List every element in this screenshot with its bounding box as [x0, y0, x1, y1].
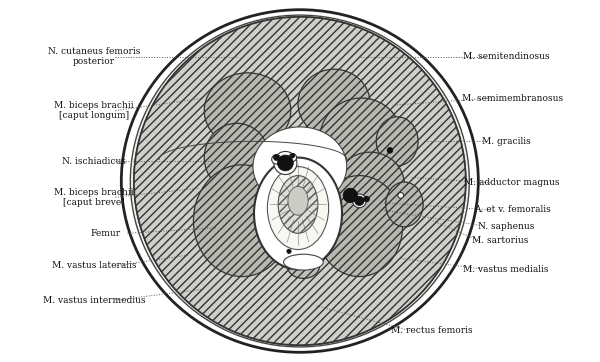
Ellipse shape — [316, 176, 403, 277]
Text: M. rectus femoris: M. rectus femoris — [391, 326, 472, 335]
Circle shape — [387, 147, 393, 153]
Ellipse shape — [134, 17, 466, 345]
Circle shape — [272, 155, 281, 164]
Text: N. saphenus: N. saphenus — [478, 222, 535, 231]
Circle shape — [398, 193, 404, 198]
Ellipse shape — [284, 254, 323, 270]
Circle shape — [352, 194, 366, 208]
Ellipse shape — [278, 176, 318, 233]
Circle shape — [277, 155, 293, 171]
Circle shape — [343, 188, 358, 203]
Text: M. vastus lateralis: M. vastus lateralis — [52, 261, 136, 270]
Text: M. vastus medialis: M. vastus medialis — [463, 265, 549, 274]
Text: M. sartorius: M. sartorius — [472, 236, 529, 245]
Ellipse shape — [287, 253, 320, 278]
Ellipse shape — [320, 98, 403, 181]
Text: M. semimembranosus: M. semimembranosus — [461, 93, 563, 102]
Text: M. semitendinosus: M. semitendinosus — [463, 52, 550, 61]
Polygon shape — [134, 17, 466, 345]
Text: A. et v. femoralis: A. et v. femoralis — [474, 205, 550, 214]
Text: M. vastus intermedius: M. vastus intermedius — [43, 295, 145, 304]
Text: N. ischiadicus: N. ischiadicus — [62, 157, 126, 166]
Ellipse shape — [386, 182, 423, 227]
Ellipse shape — [288, 186, 308, 215]
Text: M. adductor magnus: M. adductor magnus — [464, 178, 560, 187]
Circle shape — [274, 155, 279, 160]
Text: Femur: Femur — [91, 229, 121, 238]
Ellipse shape — [268, 167, 329, 249]
Text: M. biceps brachii
[caput breve]: M. biceps brachii [caput breve] — [54, 188, 134, 207]
Ellipse shape — [376, 117, 418, 166]
Text: M. biceps brachii
[caput longum]: M. biceps brachii [caput longum] — [54, 101, 134, 121]
Ellipse shape — [254, 157, 342, 269]
Ellipse shape — [253, 127, 347, 206]
Text: N. cutaneus femoris
posterior: N. cutaneus femoris posterior — [47, 47, 140, 66]
Circle shape — [274, 151, 297, 174]
Ellipse shape — [193, 165, 291, 277]
Ellipse shape — [336, 152, 404, 217]
Ellipse shape — [269, 185, 331, 239]
Circle shape — [355, 196, 364, 206]
Circle shape — [287, 249, 291, 253]
Ellipse shape — [298, 69, 370, 138]
Circle shape — [289, 153, 296, 161]
Ellipse shape — [121, 10, 478, 352]
Ellipse shape — [204, 123, 269, 192]
Circle shape — [364, 196, 370, 202]
Text: M. gracilis: M. gracilis — [482, 137, 530, 146]
Ellipse shape — [204, 73, 291, 148]
Ellipse shape — [130, 15, 469, 347]
Circle shape — [290, 153, 295, 158]
